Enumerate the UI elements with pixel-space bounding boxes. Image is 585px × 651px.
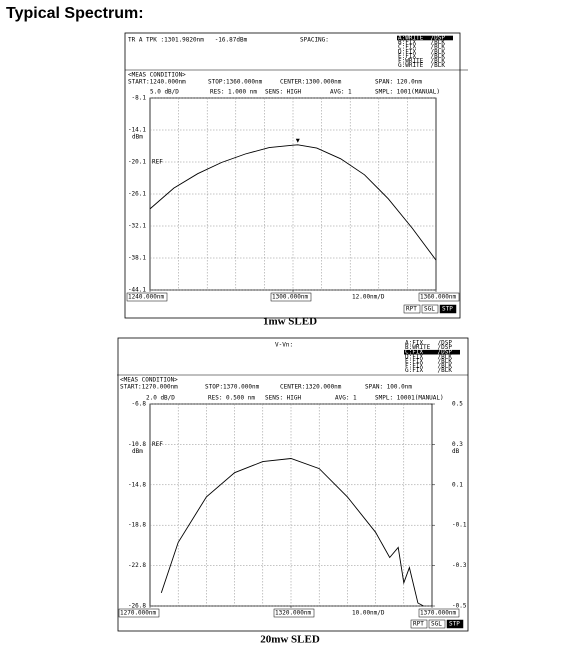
- y2-tick-label: 0.5: [452, 401, 463, 408]
- x-label-box: [418, 292, 460, 302]
- sweep-setting: CENTER:1300.000nm: [280, 79, 342, 86]
- y-tick-label: -44.1: [128, 287, 146, 294]
- y-tick-label: -14.8: [128, 481, 146, 488]
- trace-status: A:FIX /DSP: [405, 340, 452, 347]
- button-label: STP: [449, 621, 460, 628]
- trace-status: E:FIX /BLK: [405, 358, 452, 365]
- button-label: RPT: [406, 306, 417, 313]
- header-text: SPACING:: [300, 37, 329, 44]
- button: [446, 619, 464, 629]
- y-tick-label: -26.8: [128, 603, 146, 610]
- y-tick-label: -26.1: [128, 191, 146, 198]
- x-label-box: [418, 608, 460, 618]
- spectrum-line: [160, 458, 424, 607]
- screen-frame: [124, 32, 461, 319]
- trace-status: E:FIX /BLK: [398, 53, 445, 60]
- y-unit: dBm: [132, 134, 143, 141]
- button: [403, 304, 421, 314]
- measure-setting: RES: 0.500 nm: [208, 395, 255, 402]
- button-label: SGL: [431, 621, 442, 628]
- trace-status: F:WRITE /BLK: [398, 58, 445, 65]
- button: [439, 304, 457, 314]
- trace-highlight: [397, 35, 453, 41]
- button-label: SGL: [424, 306, 435, 313]
- trace-status: C:FIX /BLK: [398, 44, 445, 51]
- y-tick-label: -8.1: [132, 95, 147, 102]
- y-unit: dBm: [132, 448, 143, 455]
- measure-setting: SENS: HIGH: [265, 395, 302, 402]
- sweep-setting: CENTER:1320.000nm: [280, 384, 342, 391]
- trace-status: B:FIX /BLK: [398, 39, 445, 46]
- measure-setting: 5.0 dB/D: [150, 89, 179, 96]
- header-text: TR A TPK :1301.9820nm -16.87dBm: [128, 37, 248, 44]
- measure-setting: SMPL: 1001(MANUAL): [375, 89, 440, 96]
- sweep-setting: STOP:1370.000nm: [205, 384, 260, 391]
- measure-setting: SMPL: 10001(MANUAL): [375, 395, 444, 402]
- x-label-box: [126, 292, 168, 302]
- caption: 20mw SLED: [260, 634, 320, 646]
- measure-setting: 2.0 dB/D: [146, 395, 175, 402]
- page-title: Typical Spectrum:: [6, 5, 144, 22]
- x-tick-label: 1270.000nm: [120, 610, 157, 617]
- screen-frame: [117, 337, 469, 632]
- y-tick-label: -6.8: [132, 401, 147, 408]
- x-tick-label: 1320.000nm: [275, 610, 312, 617]
- peak-marker: [295, 138, 300, 143]
- x-division: 10.00nm/D: [352, 610, 385, 617]
- sweep-setting: START:1240.000nm: [128, 79, 186, 86]
- trace-status: C:FIX /DSP: [405, 349, 452, 356]
- trace-status: D:FIX /BLK: [405, 353, 452, 360]
- trace-status: A:WRITE /DSP: [398, 35, 445, 42]
- x-division: 12.00nm/D: [352, 294, 385, 301]
- measure-setting: AVG: 1: [330, 89, 352, 96]
- sweep-setting: START:1270.000nm: [120, 384, 178, 391]
- trace-highlight: [404, 349, 460, 355]
- x-label-box: [273, 608, 315, 618]
- x-tick-label: 1360.000nm: [420, 294, 457, 301]
- x-tick-label: 1300.000nm: [272, 294, 309, 301]
- ref-label: REF: [152, 159, 163, 166]
- x-tick-label: 1370.000nm: [420, 610, 457, 617]
- y-tick-label: -18.8: [128, 522, 146, 529]
- header-text: V-Vn:: [275, 342, 293, 349]
- y2-tick-label: -0.1: [452, 522, 467, 529]
- y-tick-label: -14.1: [128, 127, 146, 134]
- trace-status: B:WRITE /DSP: [405, 344, 452, 351]
- x-label-box: [118, 608, 160, 618]
- trace-status: F:FIX /BLK: [405, 363, 452, 370]
- button-label: RPT: [413, 621, 424, 628]
- measure-setting: SENS: HIGH: [265, 89, 302, 96]
- meas-condition: <MEAS CONDITION>: [128, 72, 186, 79]
- button-label: STP: [442, 306, 453, 313]
- button: [428, 619, 446, 629]
- button: [410, 619, 428, 629]
- caption: 1mw SLED: [263, 316, 317, 328]
- measure-setting: RES: 1.000 nm: [210, 89, 257, 96]
- y-tick-label: -38.1: [128, 255, 146, 262]
- measure-setting: AVG: 1: [335, 395, 357, 402]
- trace-status: G:FIX /BLK: [405, 367, 452, 374]
- ref-label: REF: [152, 441, 163, 448]
- sweep-setting: SPAN: 100.0nm: [365, 384, 412, 391]
- y-tick-label: -22.8: [128, 562, 146, 569]
- spectrum-line: [149, 144, 437, 261]
- y-tick-label: -10.8: [128, 441, 146, 448]
- x-tick-label: 1240.000nm: [128, 294, 165, 301]
- y2-tick-label: -0.5: [452, 603, 467, 610]
- sweep-setting: STOP:1360.000nm: [208, 79, 263, 86]
- y2-tick-label: 0.1: [452, 481, 463, 488]
- x-label-box: [270, 292, 312, 302]
- sweep-setting: SPAN: 120.0nm: [375, 79, 422, 86]
- y-tick-label: -32.1: [128, 223, 146, 230]
- button: [421, 304, 439, 314]
- y-tick-label: -20.1: [128, 159, 146, 166]
- trace-status: D:FIX /BLK: [398, 48, 445, 55]
- meas-condition: <MEAS CONDITION>: [120, 377, 178, 384]
- y2-tick-label: -0.3: [452, 562, 467, 569]
- trace-status: G:WRITE /BLK: [398, 62, 445, 69]
- y2-unit: dB: [452, 448, 460, 455]
- y2-tick-label: 0.3: [452, 441, 463, 448]
